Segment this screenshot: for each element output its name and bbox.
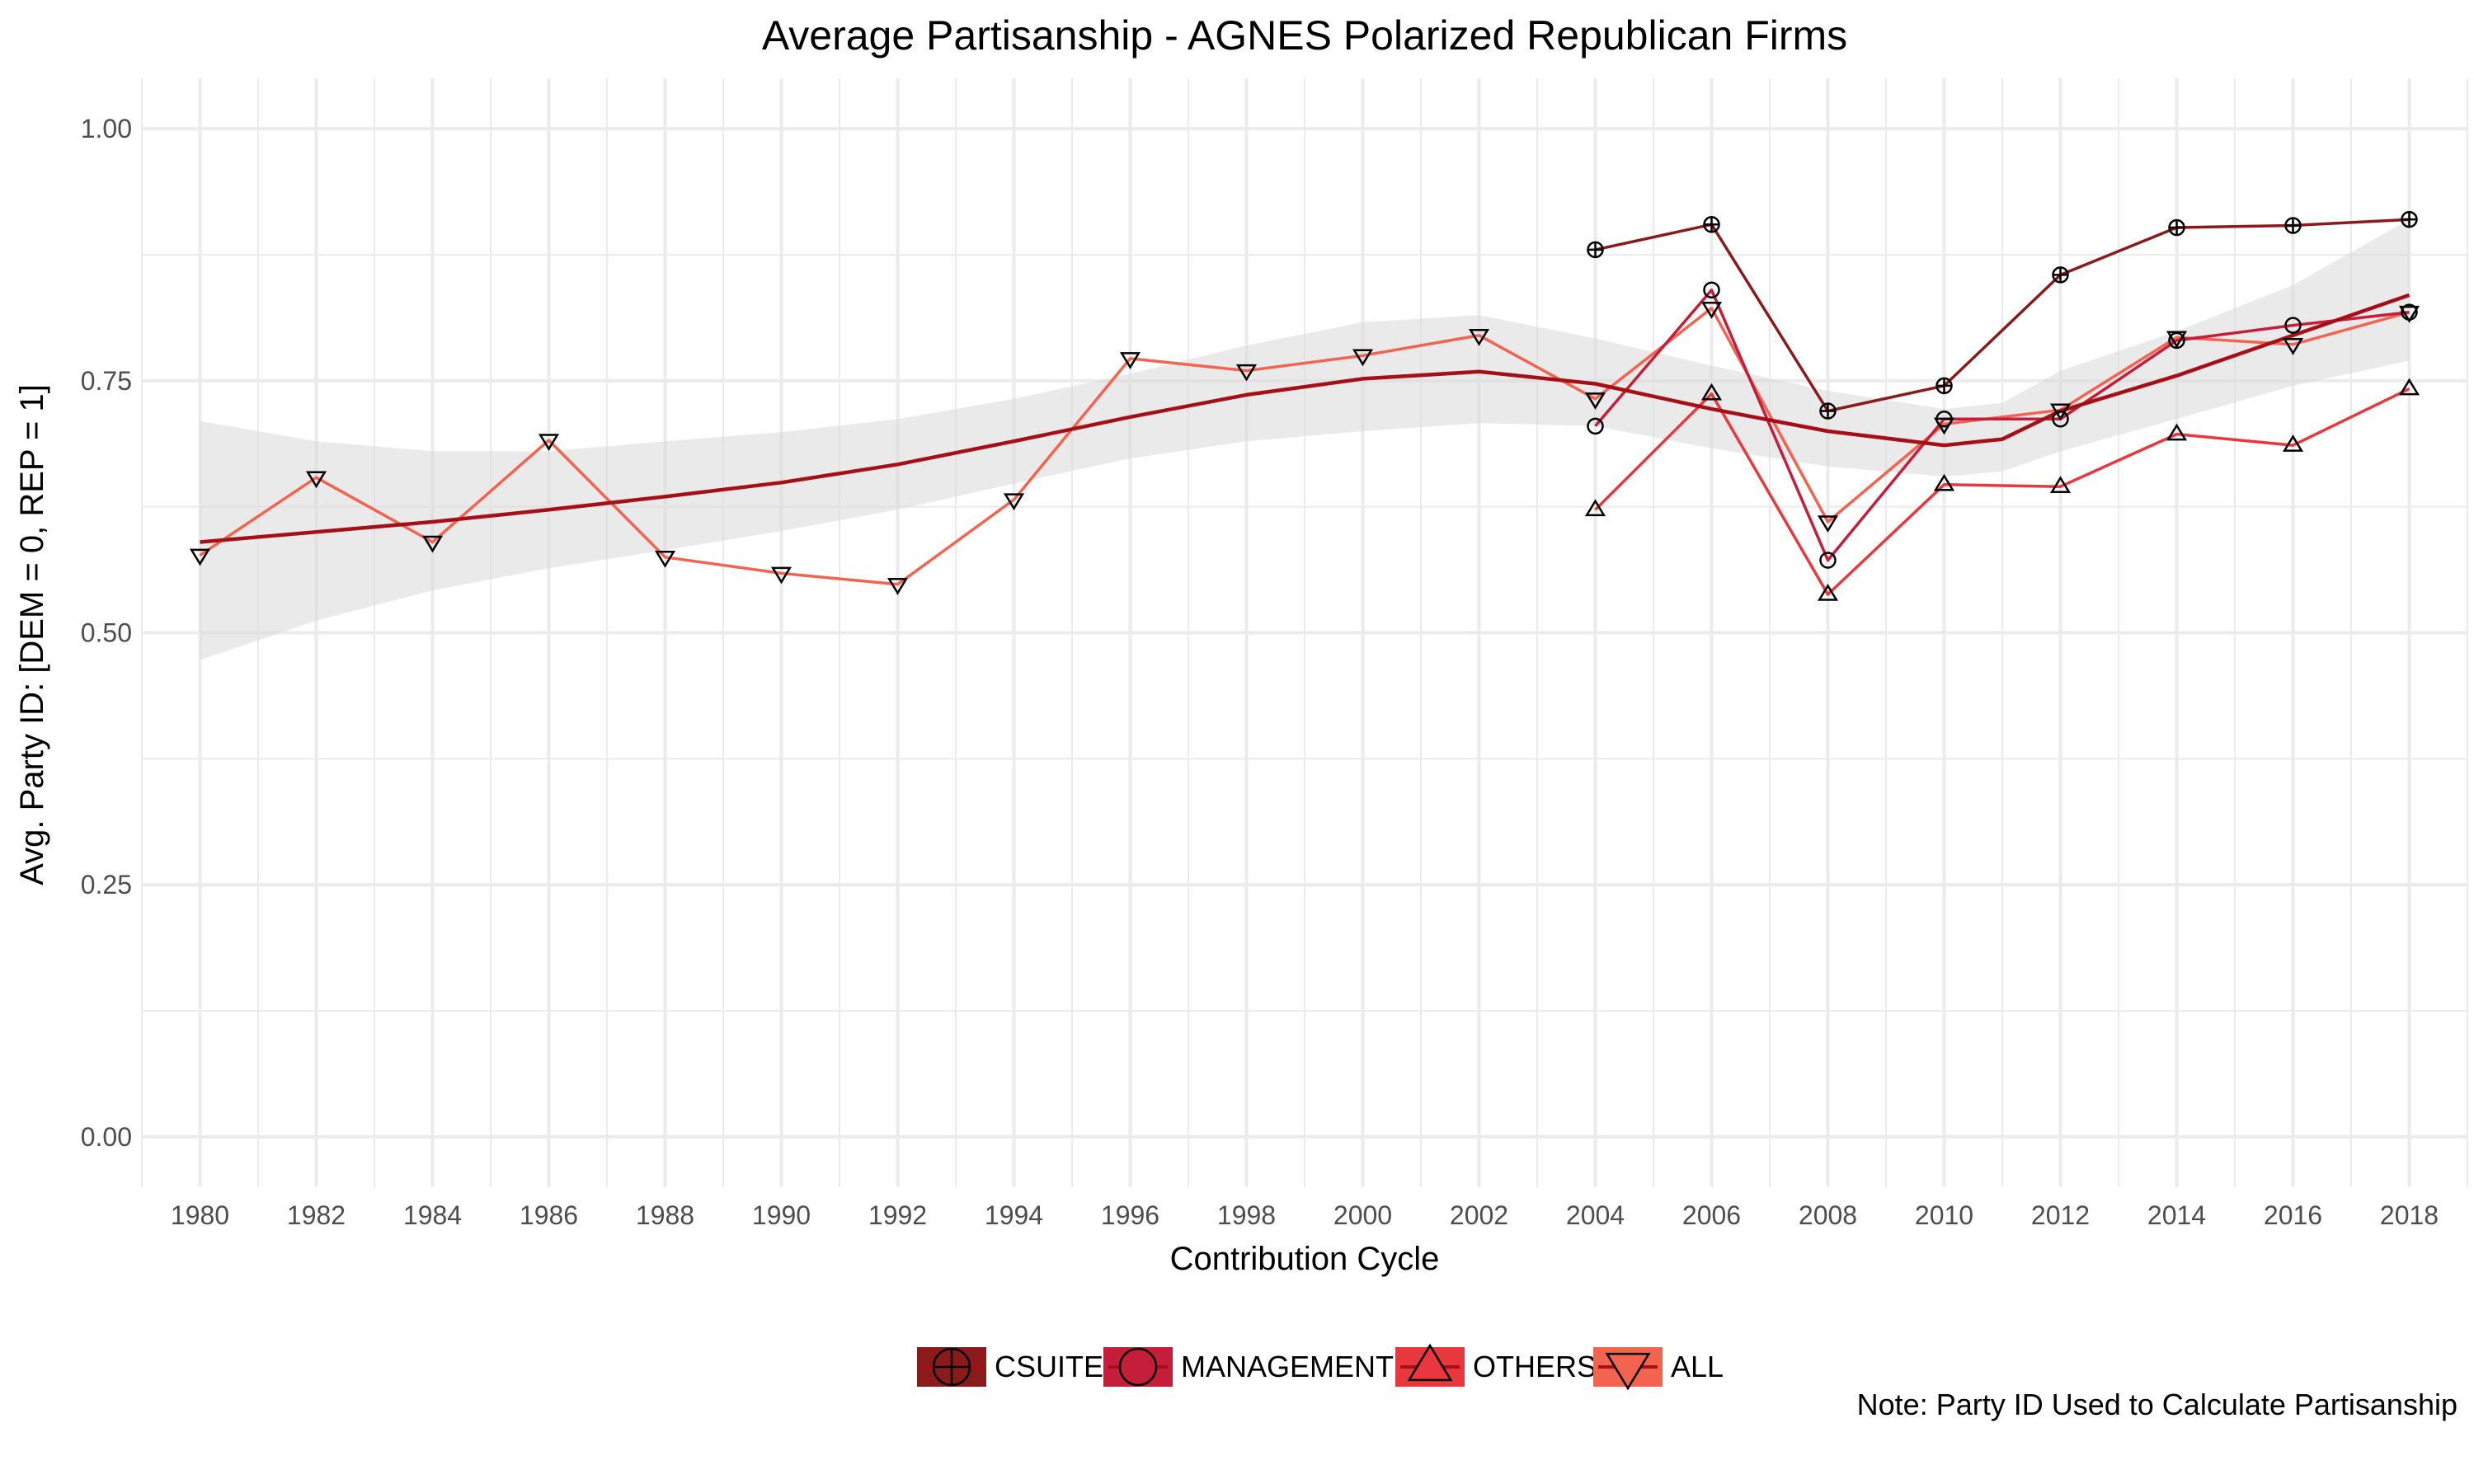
data-point-csuite [1935, 377, 1953, 395]
x-tick-label: 2008 [1799, 1200, 1857, 1230]
legend-symbol-triangle-up [1407, 1343, 1453, 1382]
data-point-management [1587, 417, 1604, 435]
x-axis-title: Contribution Cycle [1170, 1241, 1440, 1277]
data-point-all [1817, 515, 1839, 533]
x-tick-label: 2016 [2264, 1200, 2322, 1230]
legend-item-all: ALL [1593, 1347, 1724, 1391]
chart-caption: Note: Party ID Used to Calculate Partisa… [1857, 1388, 2458, 1421]
data-point-management [2168, 331, 2185, 350]
x-tick-label: 1998 [1217, 1200, 1276, 1230]
data-points [189, 210, 2420, 601]
data-point-others [1933, 473, 1955, 491]
data-point-others [2049, 476, 2072, 493]
legend-label: ALL [1671, 1350, 1724, 1383]
data-point-management [1819, 552, 1837, 569]
legend-symbol-triangle-down [1605, 1352, 1651, 1391]
data-point-management [2052, 411, 2069, 428]
data-point-csuite [2052, 266, 2069, 284]
x-tick-label: 2002 [1450, 1200, 1508, 1230]
series-line-others [1594, 387, 2411, 596]
smooth-line [200, 293, 2411, 544]
x-tick-label: 1990 [752, 1200, 811, 1230]
data-point-others [1817, 584, 1839, 601]
x-tick-label: 1992 [868, 1200, 927, 1230]
x-tick-label: 1982 [287, 1200, 346, 1230]
y-tick-label: 0.00 [81, 1122, 132, 1152]
legend: CSUITE MANAGEMENT OTHERS ALL [917, 1343, 1724, 1391]
data-point-csuite [1703, 216, 1720, 233]
x-tick-label: 1996 [1101, 1200, 1159, 1230]
data-point-csuite [2401, 210, 2418, 228]
data-point-csuite [2284, 217, 2302, 234]
legend-item-management: MANAGEMENT [1103, 1347, 1394, 1387]
legend-label: MANAGEMENT [1181, 1350, 1394, 1383]
data-point-others [2398, 378, 2420, 396]
data-point-management [2401, 303, 2418, 321]
data-point-all [305, 471, 327, 489]
confidence-band [200, 219, 2410, 660]
data-point-management [1935, 411, 1953, 428]
data-point-all [1352, 349, 1374, 367]
series-line-management [1594, 289, 2410, 562]
y-tick-labels: 0.00 0.25 0.50 0.75 1.00 [81, 114, 132, 1152]
x-tick-label: 2000 [1333, 1200, 1392, 1230]
data-point-csuite [1819, 402, 1837, 420]
y-tick-label: 0.25 [81, 870, 132, 899]
data-point-management [1703, 281, 1720, 299]
x-tick-label: 1984 [403, 1200, 462, 1230]
data-point-all [1119, 352, 1141, 369]
smooth-trend-line [200, 293, 2411, 544]
data-point-all [887, 578, 909, 595]
data-point-csuite [2168, 218, 2185, 237]
data-point-all [1700, 302, 1723, 319]
legend-item-csuite: CSUITE [917, 1347, 1103, 1387]
x-tick-label: 2004 [1566, 1200, 1625, 1230]
x-tick-label: 2018 [2380, 1200, 2439, 1230]
data-point-all [1468, 329, 1490, 346]
x-tick-label: 1986 [520, 1200, 578, 1230]
series-line-csuite [1595, 218, 2410, 413]
grid [141, 78, 2468, 1187]
x-tick-label: 1994 [985, 1200, 1043, 1230]
x-tick-label: 2014 [2147, 1200, 2206, 1230]
x-tick-label: 1980 [171, 1200, 229, 1230]
data-point-all [770, 566, 793, 585]
x-tick-labels: 1980 1982 1984 1986 1988 1990 1992 1994 1996 1998… [171, 1200, 2439, 1230]
data-point-all [189, 548, 211, 566]
y-tick-label: 0.75 [81, 366, 132, 396]
data-point-all [538, 434, 560, 451]
legend-item-others: OTHERS [1395, 1343, 1597, 1387]
data-point-others [1700, 383, 1723, 401]
legend-label: OTHERS [1473, 1350, 1597, 1383]
data-point-all [421, 535, 444, 553]
legend-symbol-circle [1118, 1347, 1158, 1387]
data-point-all [2398, 305, 2420, 323]
data-point-all [1235, 364, 1258, 382]
data-point-others [2166, 423, 2188, 441]
smooth-ribbon [200, 219, 2410, 660]
legend-symbol-circle-plus [932, 1347, 971, 1387]
x-tick-label: 2006 [1682, 1200, 1741, 1230]
y-tick-label: 1.00 [81, 114, 132, 143]
data-point-all [2282, 338, 2304, 355]
data-point-others [1584, 499, 1606, 517]
series-line-all [199, 307, 2410, 586]
data-point-others [2282, 434, 2304, 452]
x-tick-label: 2012 [2031, 1200, 2090, 1230]
data-point-all [1003, 493, 1025, 511]
chart-title: Average Partisanship - AGNES Polarized R… [762, 12, 1847, 59]
data-point-management [2284, 317, 2302, 334]
x-tick-label: 1988 [636, 1200, 694, 1230]
data-point-csuite [1587, 241, 1604, 259]
y-tick-label: 0.50 [81, 618, 132, 648]
x-tick-label: 2010 [1915, 1200, 1973, 1230]
y-axis-title: Avg. Party ID: [DEM = 0, REP = 1] [14, 384, 50, 885]
data-point-all [2049, 403, 2072, 421]
legend-label: CSUITE [995, 1350, 1103, 1383]
data-point-all [1584, 392, 1606, 410]
series-lines [199, 218, 2411, 596]
data-point-all [654, 551, 676, 568]
